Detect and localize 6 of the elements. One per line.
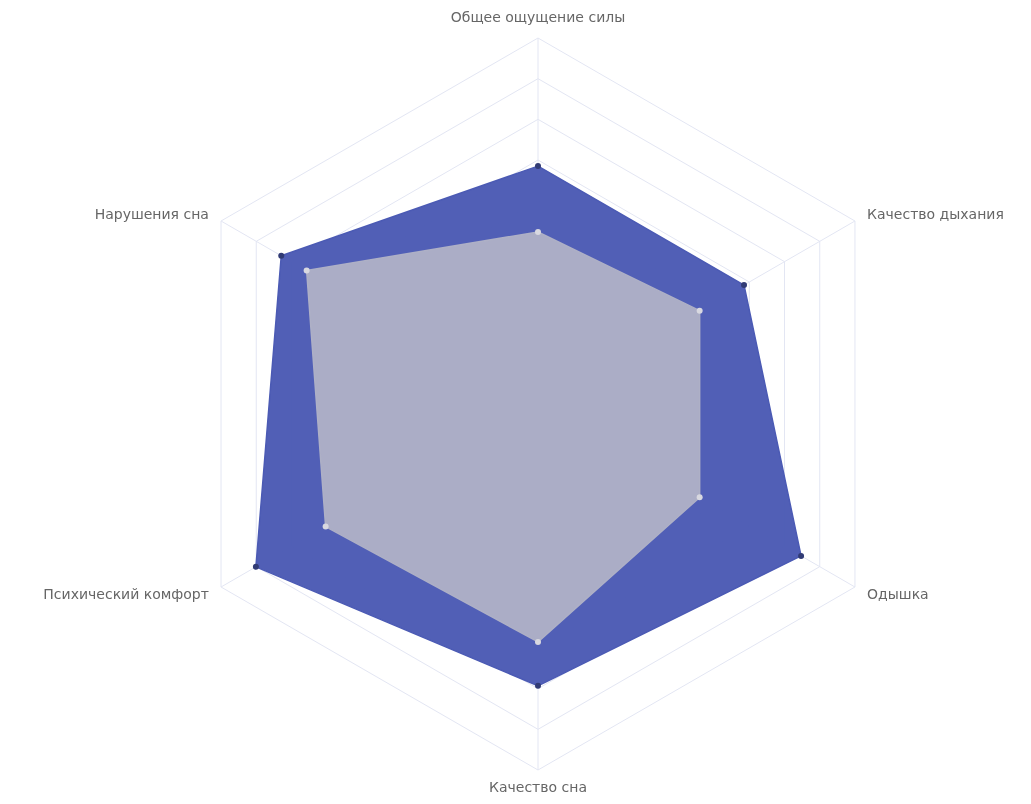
spoke-label: Качество сна <box>489 779 587 795</box>
spoke-label: Психический комфорт <box>43 586 209 602</box>
spoke-label: Качество дыхания <box>867 206 1004 222</box>
spoke-label: Общее ощущение силы <box>450 9 626 25</box>
spoke-label: Нарушения сна <box>94 206 209 222</box>
spoke-label: Одышка <box>867 586 929 602</box>
